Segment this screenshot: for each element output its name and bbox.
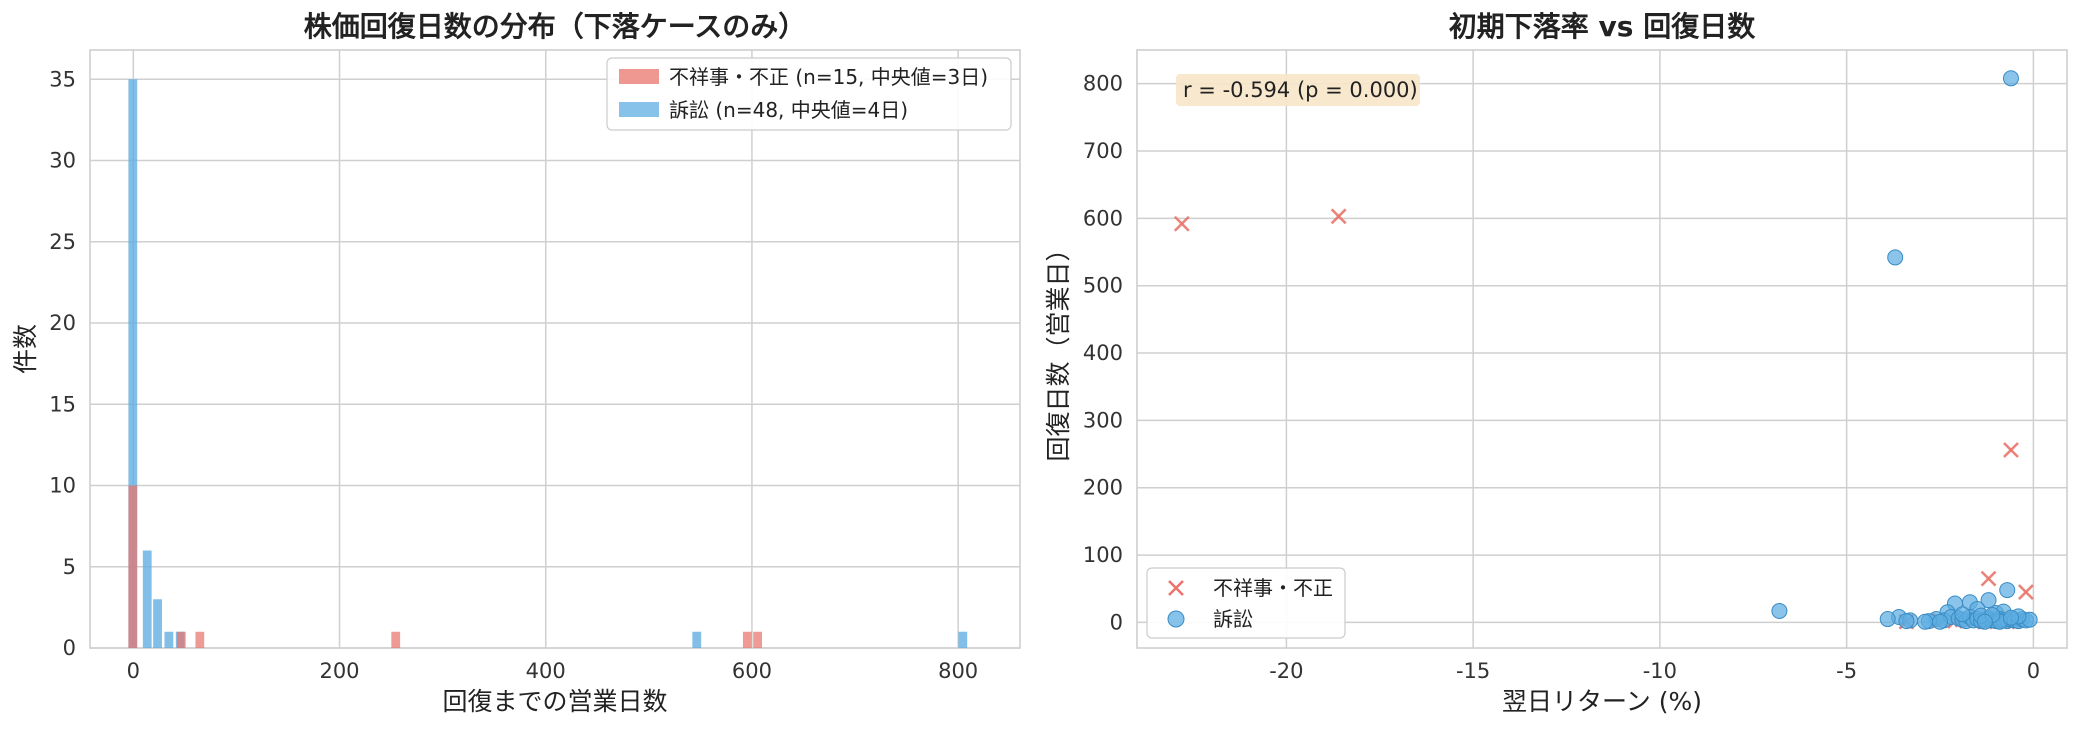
histogram-bar-scandal: [742, 631, 752, 648]
scatter-point-lawsuit: [1879, 611, 1896, 628]
scatter-y-tick-label: 0: [1110, 610, 1123, 634]
histogram-bar-lawsuit: [164, 631, 174, 648]
scatter-x-ticks: -20 -15 -10 -5 0: [1269, 659, 2040, 683]
histogram-legend-label-scandal: 不祥事・不正 (n=15, 中央値=3日): [669, 65, 988, 89]
scatter-legend-label-scandal: 不祥事・不正: [1213, 576, 1333, 600]
scatter-plot-area: [1136, 49, 2068, 649]
scatter-point-lawsuit: [2002, 609, 2019, 626]
histogram-y-tick-label: 5: [63, 555, 76, 579]
histogram-y-tick-label: 35: [49, 67, 76, 91]
histogram-y-ticks: 0 5 10 15 20 25 30 35: [49, 67, 76, 660]
scatter-point-scandal: [2017, 584, 2034, 601]
scatter-point-lawsuit: [1917, 613, 1934, 630]
scatter-y-tick-label: 300: [1083, 408, 1123, 432]
scatter-y-tick-label: 400: [1083, 341, 1123, 365]
scatter-x-tick-label: -10: [1643, 659, 1677, 683]
scatter-x-tick-label: -20: [1269, 659, 1303, 683]
scatter-point-lawsuit: [1954, 606, 1971, 623]
histogram-legend-label-lawsuit: 訴訟 (n=48, 中央値=4日): [669, 98, 908, 122]
scatter-y-ticks: 0 100 200 300 400 500 600 700 800: [1083, 72, 1123, 635]
scatter-annotation: r = -0.594 (p = 0.000): [1176, 74, 1420, 106]
histogram-bar-lawsuit: [153, 599, 162, 648]
scatter-y-tick-label: 500: [1083, 274, 1123, 298]
histogram-bar-lawsuit: [958, 631, 968, 648]
scatter-x-axis-label: 翌日リターン (%): [1502, 687, 1702, 716]
scatter-x-tick-label: -15: [1456, 659, 1490, 683]
histogram-bar-scandal: [195, 631, 205, 648]
scatter-chart: -20 -15 -10 -5 0 0 100 200 300 400 500 600 700 800 初…: [1044, 10, 2068, 716]
scatter-point-scandal: [1173, 215, 1190, 232]
histogram-bar-lawsuit: [128, 79, 138, 648]
histogram-x-ticks: 0 200 400 600 800: [127, 659, 979, 683]
scatter-y-tick-label: 800: [1083, 72, 1123, 96]
histogram-y-tick-label: 25: [49, 230, 76, 254]
scatter-y-tick-label: 200: [1083, 476, 1123, 500]
histogram-y-tick-label: 20: [49, 311, 76, 335]
histogram-x-tick-label: 200: [319, 659, 359, 683]
histogram-bar-lawsuit: [692, 631, 702, 648]
histogram-x-tick-label: 800: [938, 659, 978, 683]
scatter-point-scandal: [1980, 570, 1997, 587]
scatter-legend: 不祥事・不正 訴訟: [1146, 567, 1346, 639]
histogram-bar-scandal: [176, 631, 186, 648]
histogram-bar-lawsuit: [142, 550, 152, 648]
scatter-point-lawsuit: [1898, 613, 1915, 630]
histogram-x-tick-label: 600: [732, 659, 772, 683]
scatter-legend-marker-scandal: [1168, 580, 1184, 596]
histogram-y-tick-label: 0: [63, 636, 76, 660]
scatter-point-lawsuit: [1999, 582, 2016, 599]
histogram-y-tick-label: 30: [49, 149, 76, 173]
scatter-point-lawsuit: [1932, 613, 1949, 630]
histogram-title: 株価回復日数の分布（下落ケースのみ）: [304, 10, 807, 43]
histogram-y-tick-label: 10: [49, 474, 76, 498]
scatter-annotation-box: [1176, 74, 1420, 106]
histogram-x-axis-label: 回復までの営業日数: [442, 687, 667, 716]
scatter-y-tick-label: 700: [1083, 139, 1123, 163]
histogram-plot-area: [89, 49, 1021, 649]
scatter-title: 初期下落率 vs 回復日数: [1449, 10, 1756, 43]
histogram-x-tick-label: 400: [526, 659, 566, 683]
scatter-legend-box: [1146, 567, 1346, 639]
scatter-point-lawsuit: [1771, 602, 1788, 619]
histogram-y-axis-label: 件数: [11, 324, 40, 374]
scatter-y-tick-label: 100: [1083, 543, 1123, 567]
histogram-bar-scandal: [128, 485, 138, 648]
scatter-point-scandal: [2003, 442, 2019, 458]
scatter-point-lawsuit: [1887, 249, 1904, 266]
scatter-y-tick-label: 600: [1083, 206, 1123, 230]
scatter-annotation-text: r = -0.594 (p = 0.000): [1183, 78, 1418, 102]
histogram-legend-swatch-lawsuit: [619, 102, 659, 117]
histogram-legend-swatch-scandal: [619, 69, 659, 84]
scatter-points: [1173, 70, 2038, 630]
histogram-bar-scandal: [391, 631, 401, 648]
histogram-bars: [128, 79, 968, 648]
scatter-x-tick-label: 0: [2027, 659, 2040, 683]
scatter-point-lawsuit: [1976, 613, 1993, 630]
scatter-y-axis-label: 回復日数（営業日）: [1044, 236, 1073, 461]
histogram-x-tick-label: 0: [127, 659, 140, 683]
scatter-point-lawsuit: [2002, 70, 2019, 87]
scatter-x-tick-label: -5: [1836, 659, 1857, 683]
scatter-point-scandal: [1330, 208, 1347, 225]
scatter-legend-label-lawsuit: 訴訟: [1213, 607, 1253, 631]
histogram-legend-box: [606, 57, 1012, 131]
histogram-legend: 不祥事・不正 (n=15, 中央値=3日) 訴訟 (n=48, 中央値=4日): [606, 57, 1012, 131]
scatter-point-lawsuit: [1980, 592, 1997, 609]
histogram-bar-scandal: [753, 631, 763, 648]
histogram-chart: 0 200 400 600 800 0 5 10 15 20 25 30 35 株価回復日数の分布（下…: [11, 10, 1021, 716]
histogram-y-tick-label: 15: [49, 392, 76, 416]
scatter-legend-marker-lawsuit: [1167, 610, 1185, 628]
